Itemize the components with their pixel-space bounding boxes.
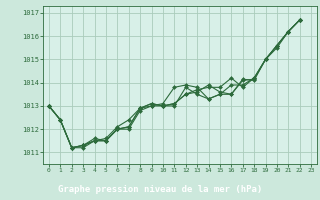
Text: Graphe pression niveau de la mer (hPa): Graphe pression niveau de la mer (hPa)	[58, 185, 262, 194]
